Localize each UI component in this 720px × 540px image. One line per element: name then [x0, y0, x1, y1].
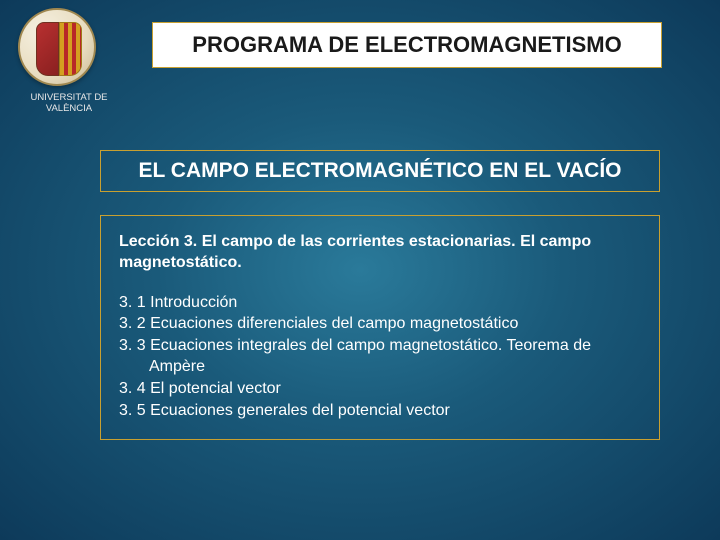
subtitle: EL CAMPO ELECTROMAGNÉTICO EN EL VACÍO [111, 159, 649, 183]
university-name: UNIVERSITAT DE VALÈNCIA [14, 92, 124, 115]
subtitle-box: EL CAMPO ELECTROMAGNÉTICO EN EL VACÍO [100, 150, 660, 192]
lesson-item: 3. 4 El potencial vector [119, 378, 641, 400]
lesson-item: 3. 3 Ecuaciones integrales del campo mag… [119, 335, 641, 357]
lesson-heading: Lección 3. El campo de las corrientes es… [119, 232, 641, 274]
crest-icon [18, 8, 96, 86]
university-logo [18, 8, 96, 86]
lesson-item: 3. 5 Ecuaciones generales del potencial … [119, 400, 641, 422]
lesson-item: Ampère [119, 356, 641, 378]
lesson-list: 3. 1 Introducción 3. 2 Ecuaciones difere… [119, 292, 641, 422]
lesson-item: 3. 2 Ecuaciones diferenciales del campo … [119, 313, 641, 335]
lesson-item: 3. 1 Introducción [119, 292, 641, 314]
university-line1: UNIVERSITAT DE [14, 92, 124, 103]
university-line2: VALÈNCIA [14, 103, 124, 114]
main-title: PROGRAMA DE ELECTROMAGNETISMO [163, 32, 651, 58]
main-title-box: PROGRAMA DE ELECTROMAGNETISMO [152, 22, 662, 68]
lesson-content-box: Lección 3. El campo de las corrientes es… [100, 215, 660, 440]
